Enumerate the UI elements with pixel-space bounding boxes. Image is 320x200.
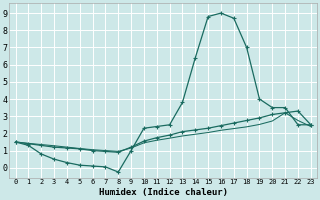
X-axis label: Humidex (Indice chaleur): Humidex (Indice chaleur) [99, 188, 228, 197]
